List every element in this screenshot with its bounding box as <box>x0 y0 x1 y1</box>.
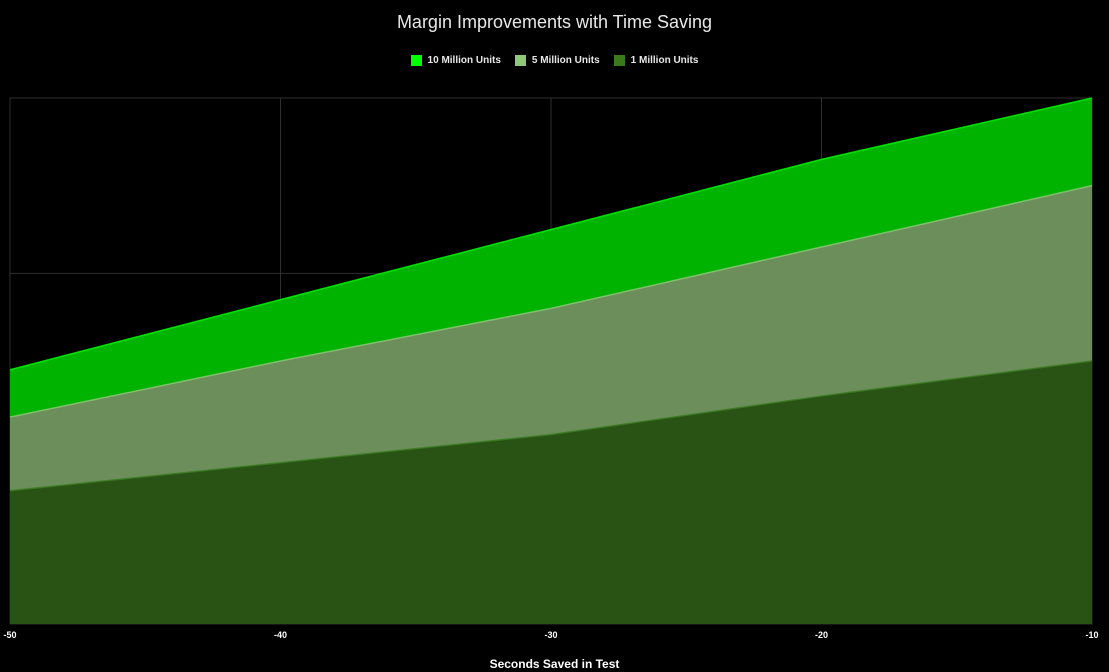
legend-item-5-million[interactable]: 5 Million Units <box>514 55 600 66</box>
legend-label-10-million: 10 Million Units <box>427 55 501 66</box>
data-point-10-million-units <box>549 228 553 232</box>
x-axis: -50 -40 -30 -20 -10 <box>3 630 1098 640</box>
chart-title: Margin Improvements with Time Saving <box>396 12 713 32</box>
data-point-10-million-units <box>8 368 12 372</box>
legend-item-10-million[interactable]: 10 Million Units <box>410 55 501 66</box>
data-point-5-million-units <box>279 359 283 363</box>
chart-legend: 10 Million Units 5 Million Units 1 Milli… <box>0 55 1109 66</box>
x-axis-label: Seconds Saved in Test <box>489 657 620 671</box>
data-point-10-million-units <box>820 157 824 161</box>
data-point-1-million-units <box>8 489 12 493</box>
legend-swatch-1-million <box>613 55 625 66</box>
x-tick-label: -20 <box>815 630 828 640</box>
data-point-1-million-units <box>820 394 824 398</box>
area-series-layer <box>8 96 1094 624</box>
legend-item-1-million[interactable]: 1 Million Units <box>613 55 699 66</box>
x-tick-label: -10 <box>1085 630 1098 640</box>
legend-swatch-10-million <box>410 55 422 66</box>
legend-label-1-million: 1 Million Units <box>630 55 699 66</box>
data-point-10-million-units <box>279 298 283 302</box>
data-point-1-million-units <box>279 461 283 465</box>
x-tick-label: -50 <box>3 630 16 640</box>
x-tick-label: -40 <box>274 630 287 640</box>
x-tick-label: -30 <box>544 630 557 640</box>
legend-label-5-million: 5 Million Units <box>531 55 600 66</box>
data-point-5-million-units <box>820 245 824 249</box>
line-5-million-units <box>9 184 1093 418</box>
data-point-1-million-units <box>549 433 553 437</box>
line-10-million-units <box>9 97 1093 371</box>
data-point-1-million-units <box>1090 359 1094 363</box>
data-point-5-million-units <box>8 415 12 419</box>
data-point-5-million-units <box>1090 184 1094 188</box>
data-point-10-million-units <box>1090 96 1094 100</box>
area-1-million-units <box>10 361 1092 624</box>
data-point-5-million-units <box>549 306 553 310</box>
legend-swatch-5-million <box>514 55 526 66</box>
line-1-million-units <box>9 360 1093 492</box>
